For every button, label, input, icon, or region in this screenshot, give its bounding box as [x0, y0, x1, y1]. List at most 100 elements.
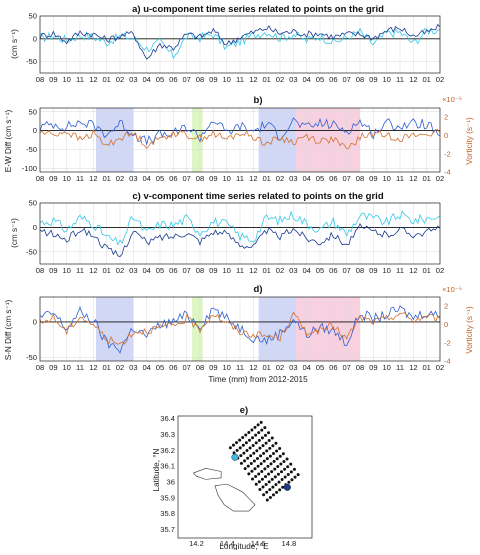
grid-point: [286, 472, 290, 476]
grid-point: [251, 477, 255, 481]
x-tick-label: 08: [356, 75, 364, 84]
grid-point: [260, 436, 264, 440]
shaded-period: [258, 297, 296, 361]
map-frame: [177, 415, 313, 539]
shaded-period: [96, 108, 134, 172]
grid-point: [231, 443, 235, 447]
grid-point: [293, 475, 297, 479]
x-tick-label: 02: [436, 266, 444, 275]
x-tick-label: 01: [102, 75, 110, 84]
shaded-period: [296, 108, 360, 172]
y2-tick-label: -2: [444, 149, 451, 158]
x-tick-label: 12: [249, 266, 257, 275]
grid-point: [278, 488, 282, 492]
map-x-tick: 14.8: [282, 539, 297, 548]
grid-point: [265, 457, 269, 461]
map-y-tick: 36: [167, 478, 175, 487]
y-tick-label: 50: [29, 107, 37, 116]
y2-tick-label: 2: [444, 113, 448, 122]
map-y-tick: 36.1: [160, 462, 175, 471]
x-tick-label: 01: [422, 75, 430, 84]
grid-point: [261, 485, 265, 489]
grid-point: [252, 451, 256, 455]
x-tick-label: 04: [302, 75, 310, 84]
grid-point: [272, 459, 276, 463]
panel-b-title: b): [254, 95, 263, 106]
x-tick-label: 03: [129, 266, 137, 275]
x-tick-label: 11: [236, 363, 244, 372]
x-tick-label: 07: [182, 266, 190, 275]
x-tick-label: 05: [156, 363, 164, 372]
map-x-tick: 14.4: [220, 539, 235, 548]
y-tick-label: -50: [26, 353, 37, 362]
grid-point: [259, 454, 263, 458]
x-tick-label: 01: [262, 75, 270, 84]
x-tick-label: 10: [382, 363, 390, 372]
grid-point: [246, 456, 250, 460]
x-tick-label: 10: [62, 75, 70, 84]
grid-point: [257, 431, 261, 435]
grid-point: [248, 446, 252, 450]
x-tick-label: 04: [302, 266, 310, 275]
x-tick-label: 12: [249, 363, 257, 372]
x-tick-label: 08: [36, 174, 44, 183]
x-tick-label: 02: [276, 266, 284, 275]
grid-point: [268, 495, 272, 499]
grid-point: [262, 493, 266, 497]
panel-a-u-component: a) u-component time series related to po…: [10, 4, 444, 84]
panel-e-title: e): [240, 405, 248, 416]
grid-point: [276, 472, 280, 476]
grid-point: [264, 441, 268, 445]
x-tick-label: 10: [222, 266, 230, 275]
series-line: [39, 210, 441, 246]
panel-d-title: d): [254, 284, 263, 295]
x-tick-label: 08: [196, 174, 204, 183]
x-tick-label: 02: [276, 363, 284, 372]
x-tick-label: 10: [62, 174, 70, 183]
grid-point: [270, 477, 274, 481]
map-x-tick: 14.2: [189, 539, 204, 548]
shaded-period: [96, 297, 134, 361]
x-tick-label: 03: [129, 174, 137, 183]
map-y-tick: 35.9: [160, 493, 175, 502]
series-line: [39, 223, 441, 258]
grid-point: [265, 490, 269, 494]
grid-point: [289, 470, 293, 474]
grid-point: [259, 420, 263, 424]
grid-point: [254, 475, 258, 479]
y-tick-label: 50: [29, 12, 37, 21]
grid-point: [283, 467, 287, 471]
x-tick-label: 01: [422, 363, 430, 372]
gozo-island: [192, 467, 222, 480]
grid-point: [280, 470, 284, 474]
panel-a-ylabel: (cm s⁻¹): [10, 29, 19, 59]
x-tick-label: 11: [396, 174, 404, 183]
panel-e-grid-map: e) Longitude, °E Latitude, °N 14.2 14.4 14…: [152, 405, 313, 551]
x-tick-label: 05: [156, 266, 164, 275]
panel-b-y2label: Vorticity (s⁻¹): [465, 117, 474, 165]
x-tick-label: 03: [289, 363, 297, 372]
grid-point: [243, 467, 247, 471]
grid-point: [255, 456, 259, 460]
grid-point: [260, 477, 264, 481]
panel-b-y2exponent: ×10⁻⁵: [442, 95, 462, 104]
grid-point: [271, 485, 275, 489]
grid-point: [289, 462, 293, 466]
grid-point: [243, 459, 247, 463]
grid-point: [274, 483, 278, 487]
highlight-point: [231, 453, 239, 461]
x-tick-label: 08: [36, 266, 44, 275]
series-line: [39, 311, 441, 345]
y-tick-label: 0: [33, 34, 37, 43]
grid-point: [278, 446, 282, 450]
x-tick-label: 05: [316, 174, 324, 183]
x-tick-label: 06: [329, 266, 337, 275]
x-tick-label: 01: [262, 174, 270, 183]
x-tick-label: 01: [262, 363, 270, 372]
grid-point: [251, 436, 255, 440]
grid-point: [263, 426, 267, 430]
series-line: [39, 129, 441, 150]
x-tick-label: 09: [49, 266, 57, 275]
grid-point: [275, 457, 279, 461]
grid-point: [275, 449, 279, 453]
